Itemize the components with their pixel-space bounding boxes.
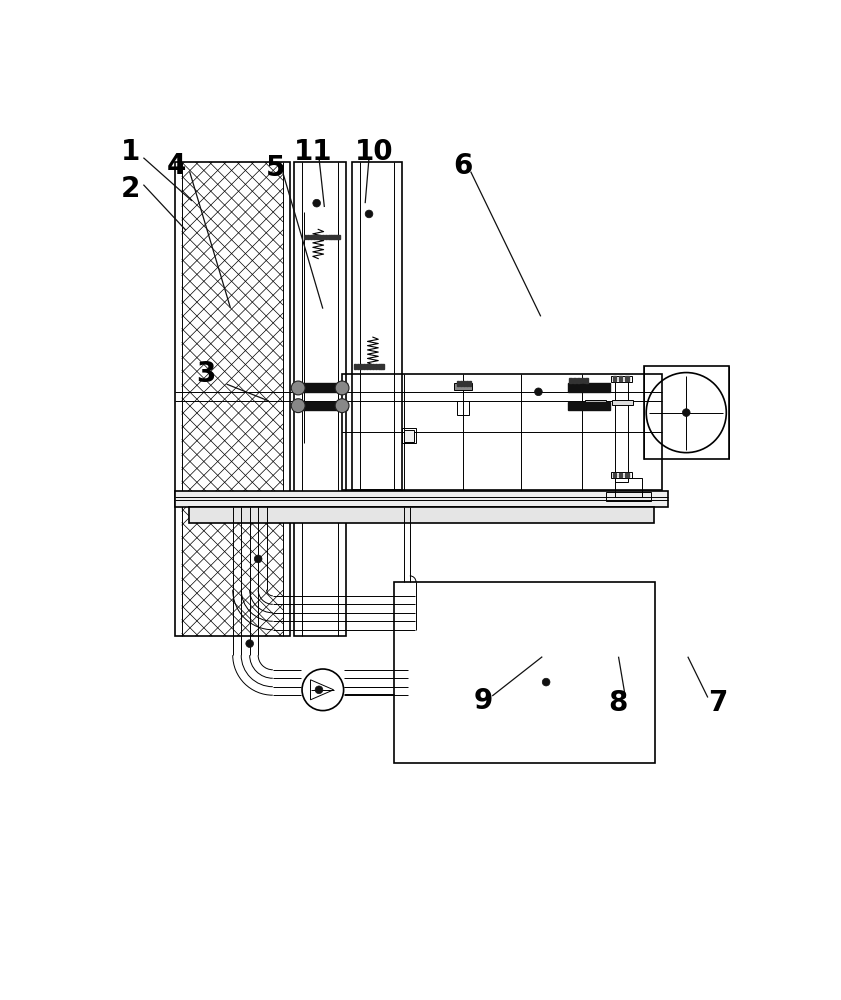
Circle shape: [542, 678, 550, 686]
Text: 5: 5: [266, 154, 285, 182]
Bar: [352, 162, 402, 490]
Bar: [189, 507, 654, 523]
Bar: [366, 364, 368, 369]
Bar: [378, 364, 381, 369]
Bar: [460, 381, 463, 386]
Text: 9: 9: [473, 687, 493, 715]
Bar: [360, 364, 362, 369]
Bar: [337, 235, 340, 239]
Circle shape: [313, 199, 320, 207]
Bar: [568, 383, 610, 392]
Bar: [463, 381, 465, 386]
Bar: [611, 400, 633, 405]
Bar: [405, 430, 414, 442]
Bar: [469, 381, 472, 386]
Bar: [328, 235, 331, 239]
Bar: [626, 473, 628, 477]
Bar: [611, 472, 632, 478]
Bar: [316, 235, 318, 239]
Bar: [457, 401, 469, 415]
Bar: [584, 378, 588, 383]
Bar: [616, 478, 643, 497]
Bar: [369, 364, 372, 369]
Circle shape: [682, 409, 690, 416]
Text: 7: 7: [708, 689, 727, 717]
Bar: [568, 402, 610, 410]
Text: 6: 6: [453, 152, 473, 180]
Bar: [372, 364, 374, 369]
Bar: [584, 400, 606, 405]
Circle shape: [336, 381, 349, 395]
Text: 2: 2: [120, 175, 140, 203]
Text: 4: 4: [167, 152, 186, 180]
Text: 10: 10: [355, 138, 394, 166]
Bar: [313, 235, 315, 239]
Bar: [619, 473, 622, 477]
Bar: [581, 378, 584, 383]
Bar: [402, 428, 416, 443]
Bar: [335, 235, 336, 239]
Bar: [362, 364, 365, 369]
Bar: [573, 378, 576, 383]
Bar: [626, 376, 628, 381]
Bar: [569, 378, 573, 383]
Bar: [294, 162, 346, 636]
Circle shape: [254, 555, 262, 563]
Bar: [454, 383, 472, 389]
Text: 8: 8: [608, 689, 627, 717]
Bar: [319, 235, 321, 239]
Bar: [175, 162, 289, 636]
Bar: [606, 492, 651, 501]
Bar: [613, 376, 616, 381]
Circle shape: [315, 686, 323, 694]
Circle shape: [535, 388, 542, 396]
Bar: [325, 235, 327, 239]
Circle shape: [579, 384, 587, 392]
Bar: [304, 235, 306, 239]
Bar: [294, 402, 346, 410]
Circle shape: [291, 399, 305, 413]
Bar: [644, 366, 728, 459]
Circle shape: [336, 399, 349, 413]
Text: 3: 3: [196, 360, 215, 388]
Bar: [357, 364, 359, 369]
Text: 1: 1: [121, 138, 140, 166]
Circle shape: [291, 381, 305, 395]
Bar: [331, 235, 334, 239]
Bar: [577, 378, 580, 383]
Bar: [353, 364, 356, 369]
Bar: [613, 473, 616, 477]
Bar: [457, 381, 459, 386]
Bar: [342, 374, 662, 490]
Bar: [175, 491, 668, 507]
Bar: [322, 235, 325, 239]
Bar: [309, 235, 312, 239]
Bar: [611, 376, 632, 382]
Bar: [294, 383, 346, 392]
Bar: [466, 381, 468, 386]
Bar: [619, 376, 622, 381]
Circle shape: [246, 640, 253, 647]
Bar: [307, 235, 309, 239]
Bar: [616, 376, 627, 482]
Bar: [394, 582, 655, 763]
Circle shape: [365, 210, 373, 218]
Text: 11: 11: [294, 138, 332, 166]
Bar: [375, 364, 378, 369]
Bar: [381, 364, 383, 369]
